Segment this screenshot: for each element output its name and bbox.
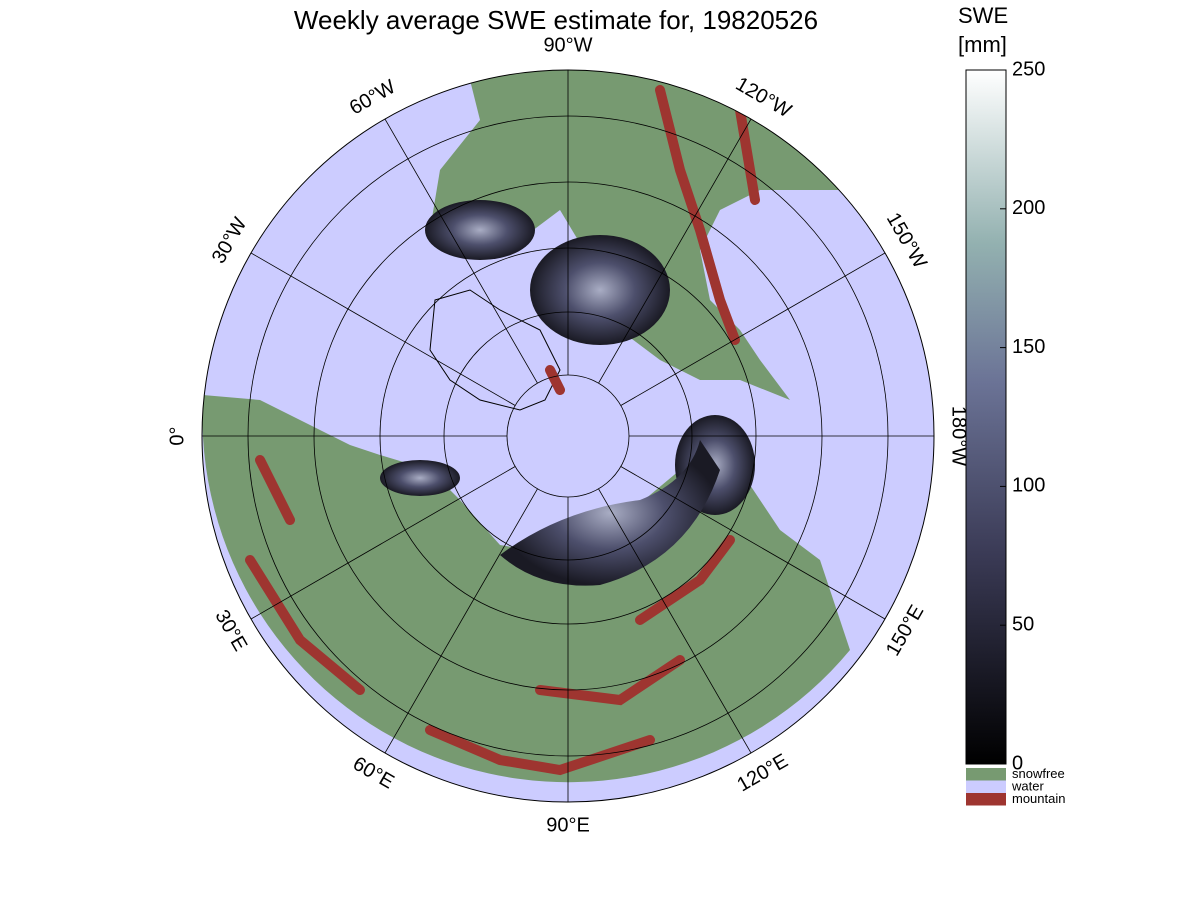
mountains — [245, 85, 760, 776]
legend-label: mountain — [1012, 791, 1065, 806]
snow-cover — [380, 460, 460, 496]
colorbar-ticks: 0 50 100 150 200 250 — [1000, 58, 1045, 774]
meridian-line — [620, 466, 886, 620]
meridian-label: 60°W — [346, 76, 400, 120]
colorbar-label: [mm] — [958, 32, 1007, 57]
meridian-label: 30°W — [208, 214, 252, 268]
colorbar-tick-label: 250 — [1012, 58, 1045, 80]
legend-swatch — [966, 780, 1006, 793]
colorbar-tick-label: 0 — [1012, 752, 1023, 774]
meridian-line — [620, 252, 886, 406]
meridian-label: 0° — [166, 426, 188, 445]
snow-cover — [425, 200, 535, 260]
map-title: Weekly average SWE estimate for, 1982052… — [294, 5, 818, 35]
meridian-label: 90°E — [546, 814, 590, 836]
legend-label: water — [1011, 778, 1044, 793]
snow-cover — [530, 235, 670, 345]
polar-map — [202, 70, 934, 802]
meridian-label: 30°E — [210, 606, 251, 655]
graticule — [202, 70, 934, 802]
meridian-line — [250, 252, 516, 406]
map-frame — [201, 69, 935, 803]
meridian-line — [598, 488, 752, 754]
legend-swatch — [966, 793, 1006, 806]
colorbar-label: SWE — [958, 3, 1008, 28]
meridian-label: 90°W — [543, 34, 592, 56]
north-america — [430, 70, 840, 400]
meridian-line — [598, 118, 752, 384]
meridian-line — [384, 118, 538, 384]
meridian-line — [384, 488, 538, 754]
greenland — [429, 289, 561, 411]
colorbar-tick-label: 50 — [1012, 613, 1034, 635]
colorbar-tick-label: 200 — [1012, 197, 1045, 219]
meridian-label: 60°E — [349, 753, 398, 794]
legend-label: snowfree — [1012, 766, 1065, 781]
legend-swatch — [966, 768, 1006, 781]
snow-cover — [500, 440, 720, 586]
colorbar-tick-label: 100 — [1012, 475, 1045, 497]
colorbar-tick-label: 150 — [1012, 336, 1045, 358]
meridian-line — [250, 466, 516, 620]
colorbar — [965, 69, 1007, 765]
meridian-label: 180°W — [948, 406, 970, 466]
